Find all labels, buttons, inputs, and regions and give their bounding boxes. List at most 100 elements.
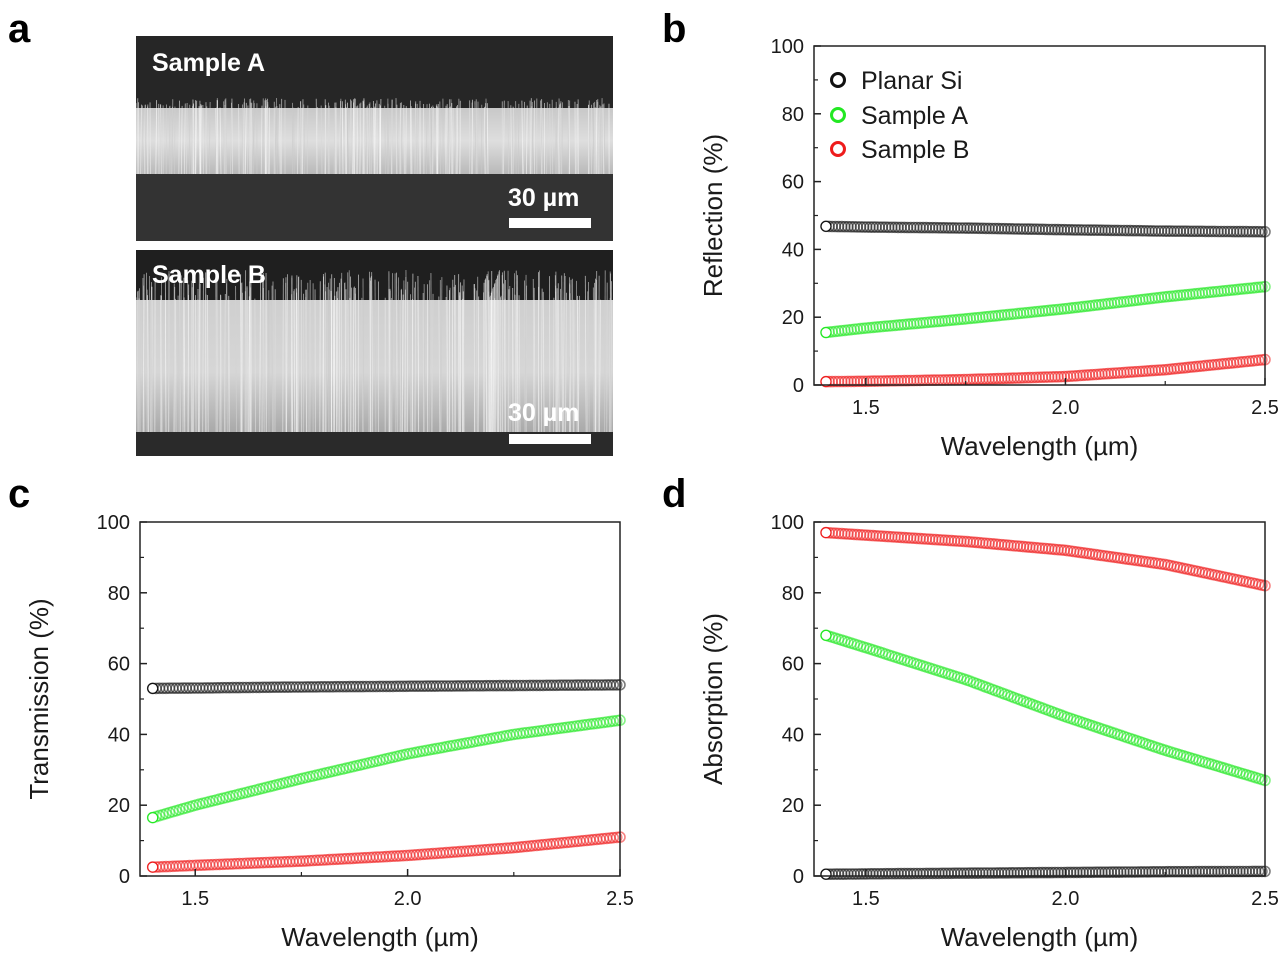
- nanowire-strand: [413, 287, 415, 433]
- nanowire-strand: [305, 297, 308, 433]
- nanowire-strand: [207, 295, 209, 433]
- nanowire-strand: [200, 105, 202, 175]
- nanowire-strand: [477, 296, 480, 433]
- nanowire-strand: [336, 298, 338, 433]
- nanowire-strand: [430, 273, 433, 433]
- scale-bar-label-a: 30 µm: [508, 184, 579, 212]
- nanowire-strand: [267, 98, 269, 175]
- nanowire-strand: [259, 276, 261, 433]
- nanowire-strand: [485, 278, 487, 433]
- y-tick-label: 80: [782, 583, 804, 605]
- nanowire-strand: [225, 283, 227, 433]
- nanowire-strand: [340, 278, 343, 433]
- nanowire-strand: [140, 104, 142, 175]
- nanowire-strand: [428, 280, 431, 433]
- nanowire-strand: [208, 102, 211, 175]
- nanowire-strand: [199, 283, 201, 433]
- nanowire-strand: [275, 98, 277, 175]
- y-tick-label: 60: [782, 654, 804, 676]
- x-tick-label: 2.0: [1052, 888, 1080, 910]
- nanowire-strand: [395, 98, 398, 175]
- nanowire-strand: [599, 106, 602, 175]
- y-tick-label: 20: [108, 795, 130, 817]
- x-tick-label: 1.5: [181, 888, 209, 910]
- nanowire-strand: [300, 100, 302, 175]
- y-tick-label: 0: [119, 866, 130, 888]
- nanowire-strand: [348, 270, 351, 433]
- y-tick-label: 40: [782, 239, 804, 261]
- nanowire-strand: [438, 296, 441, 433]
- nanowire-strand: [557, 107, 560, 175]
- nanowire-strand: [561, 102, 563, 175]
- nanowire-strand: [549, 103, 551, 175]
- nanowire-strand: [362, 101, 364, 175]
- nanowire-strand: [362, 278, 364, 433]
- nanowire-strand: [136, 103, 137, 137]
- nanowire-strand: [446, 285, 448, 433]
- nanowire-strand: [368, 103, 371, 175]
- nanowire-strand: [303, 104, 306, 175]
- panel-label-b: b: [662, 7, 686, 51]
- nanowire-strand: [431, 105, 434, 175]
- sem-image-sample-b: [136, 250, 613, 456]
- series-sample-b: [820, 353, 1271, 388]
- nanowire-strand: [555, 106, 557, 175]
- nanowire-strand: [286, 274, 288, 433]
- panel-label-c: c: [8, 472, 30, 516]
- data-point-start: [147, 811, 159, 824]
- series-sample-a: [820, 629, 1271, 787]
- nanowire-strand: [440, 277, 443, 433]
- y-axis-label: Reflection (%): [698, 134, 728, 297]
- nanowire-strand: [561, 275, 563, 433]
- nanowire-strand: [191, 106, 193, 175]
- nanowire-strand: [198, 271, 200, 433]
- nanowire-strand: [262, 288, 264, 433]
- reflection-chart: 0 20 40 60 80 100 1.5 2.0 2.5 Wavelength (µm) Refl…: [698, 36, 1279, 461]
- nanowire-strand: [346, 102, 349, 175]
- nanowire-strand: [297, 277, 299, 433]
- nanowire-strand: [248, 99, 251, 175]
- y-tick-label: 100: [771, 512, 804, 534]
- data-point-start: [820, 868, 832, 880]
- data-point-start: [820, 376, 832, 388]
- nanowire-strand: [195, 100, 198, 175]
- sem-label-sample-b: Sample B: [152, 261, 266, 289]
- nanowire-strand: [461, 285, 464, 433]
- nanowire-strand: [252, 100, 255, 175]
- nanowire-strand: [296, 275, 298, 433]
- nanowire-strand: [429, 103, 431, 175]
- x-tick-label: 1.5: [852, 397, 880, 419]
- y-tick-label: 0: [793, 866, 804, 888]
- nanowire-strand: [347, 272, 349, 433]
- nanowire-strand: [439, 101, 441, 175]
- nanowire-strand: [365, 107, 368, 175]
- nanowire-strand: [159, 104, 162, 175]
- nanowire-strand: [373, 106, 376, 175]
- nanowire-strand: [242, 102, 245, 175]
- nanowire-strand: [293, 289, 296, 433]
- nanowire-strand: [139, 288, 141, 433]
- nanowire-strand: [403, 280, 405, 433]
- nanowire-strand: [516, 275, 519, 433]
- y-tick-label: 100: [97, 512, 130, 534]
- nanowire-strand: [244, 102, 247, 175]
- nanowire-strand: [418, 100, 421, 175]
- nanowire-strand: [240, 274, 242, 433]
- nanowire-strand: [515, 270, 518, 433]
- nanowire-strand: [486, 103, 489, 175]
- series-planar-si: [146, 678, 626, 695]
- nanowire-strand: [225, 98, 228, 175]
- nanowire-strand: [551, 99, 554, 175]
- series-sample-a: [820, 280, 1271, 339]
- legend: Planar Si Sample A Sample B: [830, 67, 969, 164]
- nanowire-strand: [297, 106, 299, 175]
- x-tick-label: 2.5: [1251, 397, 1279, 419]
- x-axis-label: Wavelength (µm): [941, 431, 1139, 461]
- nanowire-strand: [475, 290, 478, 433]
- nanowire-strand: [396, 272, 398, 433]
- nanowire-strand: [328, 102, 330, 175]
- nanowire-strand: [368, 271, 370, 433]
- x-tick-label: 2.5: [1251, 888, 1279, 910]
- nanowire-strand: [350, 100, 353, 175]
- nanowire-strand: [532, 278, 535, 433]
